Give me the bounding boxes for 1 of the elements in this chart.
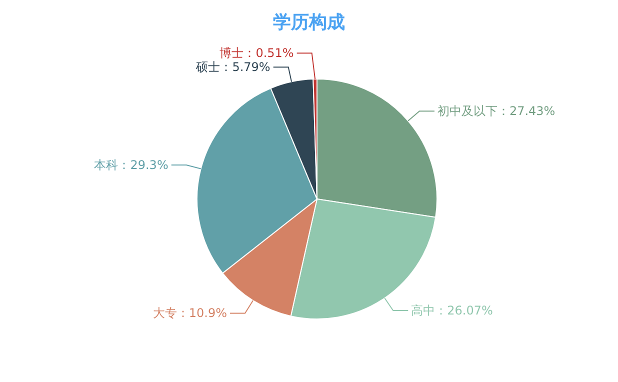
chart-title: 学历构成: [273, 12, 345, 33]
